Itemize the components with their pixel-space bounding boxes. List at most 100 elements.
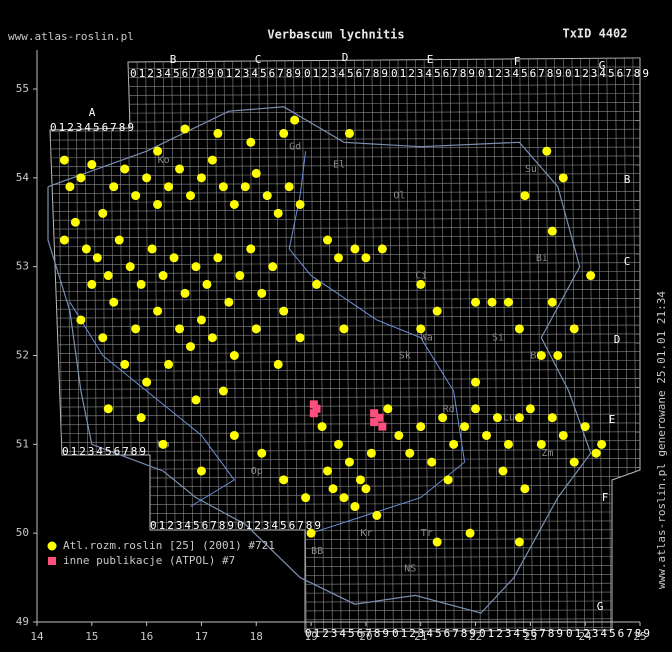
region-label: NS <box>404 564 416 575</box>
grid-line <box>345 58 351 632</box>
record-dot <box>334 439 343 449</box>
grid-line <box>50 404 640 408</box>
record-dot <box>207 155 217 165</box>
x-tick-label: 22 <box>469 630 482 643</box>
grid-line <box>597 58 603 632</box>
record-dot <box>109 182 119 192</box>
record-dot <box>202 279 212 289</box>
grid-line <box>484 58 490 632</box>
record-dot <box>449 439 459 449</box>
grid-line <box>50 351 640 355</box>
record-dot <box>196 466 206 476</box>
region-label: El <box>333 160 345 171</box>
record-dot <box>290 115 300 125</box>
record-dot <box>120 359 130 369</box>
record-dot <box>158 439 168 449</box>
record-dot <box>213 128 223 138</box>
record-dot <box>273 359 283 369</box>
grid-line <box>554 58 559 632</box>
record-dot <box>372 510 382 520</box>
grid-digits: 0123456789 <box>566 627 650 640</box>
grid-digits: 0123456789 <box>150 519 234 532</box>
record-dot <box>131 191 141 201</box>
grid-line <box>301 58 307 632</box>
grid-line <box>397 58 403 632</box>
taxon-id: TxID 4402 <box>562 27 627 41</box>
grid-digits: 0123456789 <box>479 627 563 640</box>
grid-line <box>50 395 640 399</box>
record-dot <box>284 182 294 192</box>
record-dot <box>131 324 141 334</box>
y-tick-label: 50 <box>16 526 29 539</box>
record-dot <box>191 262 201 272</box>
grid-digits: 0123456789 <box>565 67 649 80</box>
record-dot <box>257 448 267 458</box>
grid-digits: 0123456789 <box>50 121 134 134</box>
record-dot <box>251 168 261 178</box>
grid-line <box>319 58 325 632</box>
record-dot <box>339 324 349 334</box>
record-dot <box>120 164 130 174</box>
record-dot <box>416 324 426 334</box>
record-dot <box>383 404 393 414</box>
record-dot <box>482 430 492 440</box>
y-tick-label: 53 <box>16 260 29 273</box>
record-square <box>370 418 379 427</box>
grid-line <box>336 58 342 632</box>
grid-line <box>50 102 640 105</box>
record-dot <box>361 484 371 494</box>
grid-line <box>467 58 472 632</box>
grid-line <box>475 58 481 632</box>
record-dot <box>361 253 371 263</box>
grid-digits: 0123456789 <box>392 627 476 640</box>
record-dot <box>328 484 338 494</box>
grid-line <box>415 58 420 632</box>
record-dot <box>323 235 333 245</box>
grid-line <box>50 262 640 266</box>
x-tick-label: 15 <box>85 630 98 643</box>
record-dot <box>175 324 185 334</box>
grid-line <box>50 342 640 346</box>
record-dot <box>196 315 206 325</box>
grid-line <box>50 120 640 123</box>
record-dot <box>553 351 563 360</box>
region-label: Sk <box>399 351 411 362</box>
grid-column-label: G <box>599 59 606 72</box>
x-tick-label: 14 <box>30 630 44 643</box>
grid-line <box>50 217 640 221</box>
grid-line <box>50 75 640 79</box>
y-tick-label: 55 <box>16 82 29 95</box>
record-dot <box>323 466 333 476</box>
grid-line <box>50 360 640 363</box>
grid-line <box>50 164 640 168</box>
grid-row-label: E <box>609 413 616 426</box>
record-dot <box>580 422 590 432</box>
record-dot <box>87 279 97 289</box>
record-dot <box>520 484 530 494</box>
record-dot <box>224 297 234 307</box>
grid-line <box>50 297 640 301</box>
region-label: Wa <box>421 333 433 344</box>
grid-line <box>50 449 640 452</box>
record-dot <box>536 439 546 449</box>
grid-line <box>50 66 640 70</box>
record-dot <box>586 271 596 281</box>
x-tick-label: 25 <box>633 630 646 643</box>
grid-line <box>50 289 640 292</box>
record-dot <box>514 537 524 547</box>
x-tick-label: 24 <box>579 630 593 643</box>
record-dot <box>334 253 343 263</box>
grid-digits: 0123456789 <box>478 67 562 80</box>
record-dot <box>344 128 354 138</box>
record-dot <box>65 182 75 192</box>
grid-line <box>50 253 640 257</box>
grid-line <box>50 369 640 372</box>
record-dot <box>136 279 146 289</box>
record-dot <box>344 457 354 467</box>
legend-swatch <box>47 541 57 551</box>
record-dot <box>355 475 365 485</box>
record-dot <box>175 164 185 174</box>
record-dot <box>547 226 557 236</box>
region-label: Bi <box>536 253 548 264</box>
region-label: Op <box>251 466 263 477</box>
